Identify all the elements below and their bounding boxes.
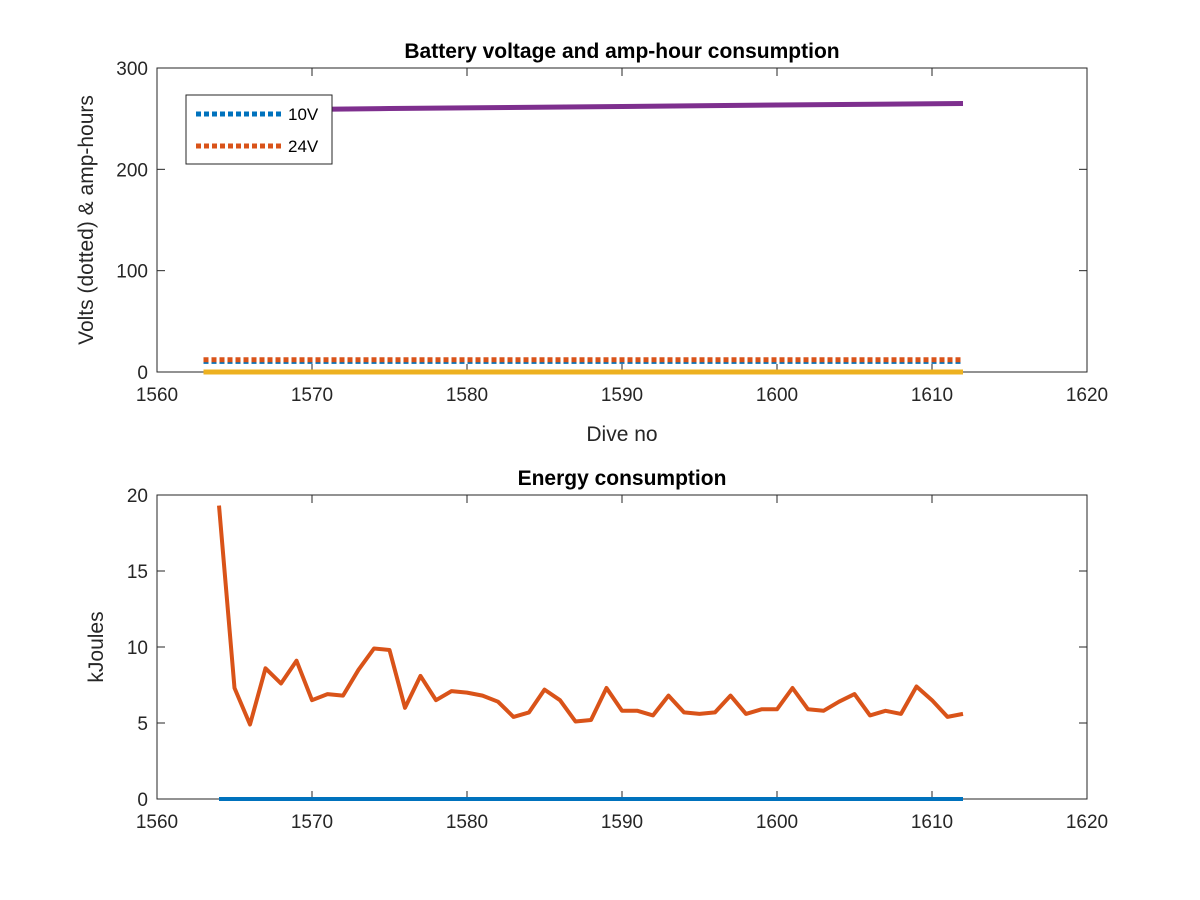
energy-y-tick-label: 15 xyxy=(127,562,148,583)
legend: 10V 24V xyxy=(185,94,333,165)
voltage-tick-labels: 1560 1570 1580 1590 1600 1610 1620 0 100 200 300 xyxy=(116,59,1108,406)
energy-x-tick-label: 1590 xyxy=(601,812,643,833)
voltage-y-tick-label: 100 xyxy=(116,262,148,283)
voltage-x-axis-label: Dive no xyxy=(586,423,657,446)
energy-series xyxy=(217,505,964,801)
voltage-y-tick-label: 200 xyxy=(116,160,148,181)
energy-y-tick-label: 10 xyxy=(127,638,148,659)
energy-plot-area xyxy=(156,494,1088,800)
legend-label-10v: 10V xyxy=(288,105,319,124)
energy-x-tick-label: 1620 xyxy=(1066,812,1108,833)
voltage-chart: 1560 1570 1580 1590 1600 1610 1620 0 100 200 300 B… xyxy=(75,40,1108,446)
energy-y-tick-label: 5 xyxy=(137,714,148,735)
energy-x-tick-label: 1570 xyxy=(291,812,333,833)
voltage-x-tick-label: 1600 xyxy=(756,385,798,406)
voltage-x-tick-label: 1620 xyxy=(1066,385,1108,406)
voltage-y-tick-label: 300 xyxy=(116,59,148,80)
energy-x-tick-label: 1560 xyxy=(136,812,178,833)
energy-chart-title: Energy consumption xyxy=(518,467,727,490)
energy-series-line-1 xyxy=(217,505,964,727)
energy-tick-labels: 1560 1570 1580 1590 1600 1610 1620 0 5 10 15 20 xyxy=(127,486,1108,833)
voltage-y-axis-label: Volts (dotted) & amp-hours xyxy=(75,95,98,345)
voltage-x-tick-label: 1590 xyxy=(601,385,643,406)
energy-y-tick-label: 0 xyxy=(137,790,148,811)
legend-box xyxy=(185,94,333,165)
legend-label-24v: 24V xyxy=(288,137,319,156)
voltage-y-tick-label: 0 xyxy=(137,363,148,384)
voltage-x-tick-label: 1580 xyxy=(446,385,488,406)
energy-x-tick-label: 1600 xyxy=(756,812,798,833)
voltage-x-tick-label: 1560 xyxy=(136,385,178,406)
energy-y-tick-label: 20 xyxy=(127,486,148,507)
voltage-x-tick-label: 1610 xyxy=(911,385,953,406)
energy-y-axis-label: kJoules xyxy=(85,611,108,682)
energy-x-tick-label: 1580 xyxy=(446,812,488,833)
energy-chart: 1560 1570 1580 1590 1600 1610 1620 0 5 10 15 20 Ene… xyxy=(85,467,1108,833)
energy-x-tick-label: 1610 xyxy=(911,812,953,833)
voltage-x-tick-label: 1570 xyxy=(291,385,333,406)
voltage-chart-title: Battery voltage and amp-hour consumption xyxy=(404,40,839,63)
